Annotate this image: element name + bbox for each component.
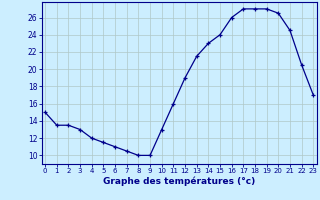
X-axis label: Graphe des températures (°c): Graphe des températures (°c) bbox=[103, 177, 255, 186]
